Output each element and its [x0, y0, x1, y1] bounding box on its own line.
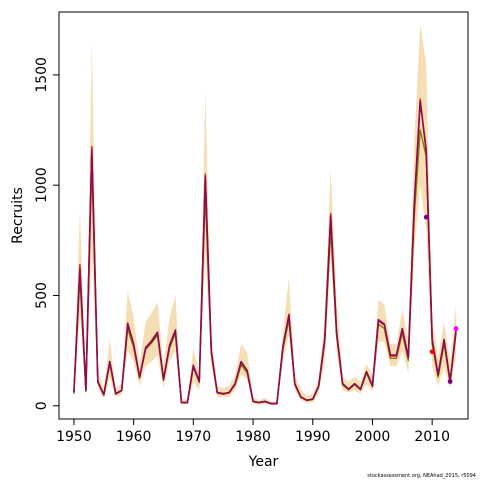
data-point-4 — [453, 326, 459, 331]
points-layer — [423, 214, 459, 384]
x-tick-label-1980: 1980 — [235, 429, 271, 445]
data-point-2 — [429, 349, 435, 355]
x-axis: 1950 1960 1970 1980 1990 2000 2010 — [56, 419, 450, 445]
y-tick-label-1000: 1000 — [34, 167, 50, 203]
y-tick-label-0: 0 — [34, 401, 50, 410]
y-axis: 0 500 1000 1500 — [34, 57, 59, 410]
plot-frame — [58, 11, 469, 420]
x-tick-label-1990: 1990 — [295, 429, 331, 445]
x-tick-label-1950: 1950 — [56, 429, 92, 445]
x-tick-label-1960: 1960 — [116, 429, 152, 445]
x-axis-title: Year — [248, 454, 279, 470]
x-tick-label-2000: 2000 — [355, 429, 391, 445]
y-axis-title: Recruits — [10, 187, 26, 244]
confidence-band — [73, 24, 457, 405]
y-tick-label-500: 500 — [34, 282, 50, 309]
data-point-3 — [447, 379, 453, 384]
series-line-3 — [73, 129, 457, 405]
y-tick-label-1500: 1500 — [34, 57, 50, 93]
confidence-band-layer — [73, 24, 457, 405]
credit-text: stockassessment.org, NEAhad_2015, r5094 — [367, 473, 476, 479]
x-tick-label-1970: 1970 — [176, 429, 212, 445]
x-tick-label-2010: 2010 — [414, 429, 450, 445]
data-point-1 — [423, 214, 429, 220]
series-lines-layer — [73, 98, 457, 405]
series-line-1 — [73, 100, 457, 405]
